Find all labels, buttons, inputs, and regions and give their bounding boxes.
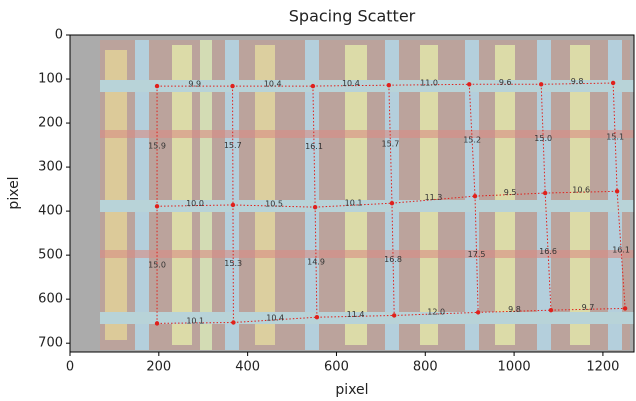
spacing-label: 15.7 (382, 140, 400, 149)
spacing-label: 9.8 (508, 305, 521, 314)
point (611, 81, 615, 85)
x-tick-label: 400 (235, 360, 260, 375)
x-tick-label: 800 (413, 360, 438, 375)
spacing-label: 10.4 (264, 80, 282, 89)
spacing-label: 15.9 (148, 142, 166, 151)
y-tick-label: 400 (38, 204, 63, 219)
spacing-label: 15.0 (148, 260, 166, 269)
chart-title: Spacing Scatter (289, 7, 416, 26)
point (623, 306, 627, 310)
spacing-label: 9.8 (571, 77, 584, 86)
spacing-label: 10.4 (342, 79, 360, 88)
spacing-label: 9.6 (499, 78, 512, 87)
spacing-label: 15.7 (224, 141, 242, 150)
spacing-label: 9.9 (188, 80, 201, 89)
spacing-label: 10.1 (345, 199, 363, 208)
spacing-label: 11.4 (347, 310, 365, 319)
y-tick-label: 500 (38, 248, 63, 263)
spacing-label: 10.1 (186, 316, 204, 325)
spacing-label: 16.6 (539, 247, 557, 256)
spacing-label: 11.0 (420, 78, 438, 87)
spacing-label: 16.1 (612, 245, 630, 254)
x-tick-label: 0 (66, 360, 74, 375)
spacing-label: 10.0 (186, 199, 204, 208)
y-tick-label: 700 (38, 336, 63, 351)
point (387, 83, 391, 87)
point (231, 320, 235, 324)
spacing-label: 10.4 (266, 313, 284, 322)
point (615, 189, 619, 193)
spacing-label: 12.0 (427, 307, 445, 316)
spacing-label: 16.1 (305, 142, 323, 151)
point (539, 82, 543, 86)
x-axis-label: pixel (335, 382, 368, 398)
point (392, 313, 396, 317)
x-tick-label: 1000 (498, 360, 531, 375)
point (476, 310, 480, 314)
point (390, 201, 394, 205)
spacing-label: 10.6 (572, 186, 590, 195)
spacing-label: 9.5 (504, 188, 517, 197)
point (467, 82, 471, 86)
y-tick-label: 300 (38, 160, 63, 175)
point (231, 203, 235, 207)
point (313, 205, 317, 209)
point (230, 84, 234, 88)
spacing-label: 15.1 (606, 133, 624, 142)
point (543, 191, 547, 195)
spacing-label: 14.9 (307, 258, 325, 267)
point (315, 315, 319, 319)
y-tick-label: 0 (55, 28, 63, 43)
spacing-label: 9.7 (582, 303, 595, 312)
x-tick-label: 600 (324, 360, 349, 375)
x-tick-label: 200 (146, 360, 171, 375)
y-tick-label: 200 (38, 116, 63, 131)
point (311, 84, 315, 88)
y-axis-label: pixel (6, 176, 22, 209)
point (155, 204, 159, 208)
y-tick-label: 600 (38, 292, 63, 307)
point (155, 321, 159, 325)
spacing-label: 10.5 (265, 200, 283, 209)
spacing-label: 17.5 (468, 250, 486, 259)
spacing-label: 15.2 (463, 136, 481, 145)
y-tick-label: 100 (38, 72, 63, 87)
x-tick-label: 1200 (586, 360, 619, 375)
spacing-label: 15.0 (534, 134, 552, 143)
spacing-label: 11.3 (425, 193, 443, 202)
chart: Spacing Scatter pixel pixel 0 200 400 600 80… (0, 0, 636, 401)
point (155, 84, 159, 88)
spacing-label: 16.8 (384, 255, 402, 264)
point (549, 308, 553, 312)
point (473, 194, 477, 198)
spacing-label: 15.3 (224, 259, 242, 268)
